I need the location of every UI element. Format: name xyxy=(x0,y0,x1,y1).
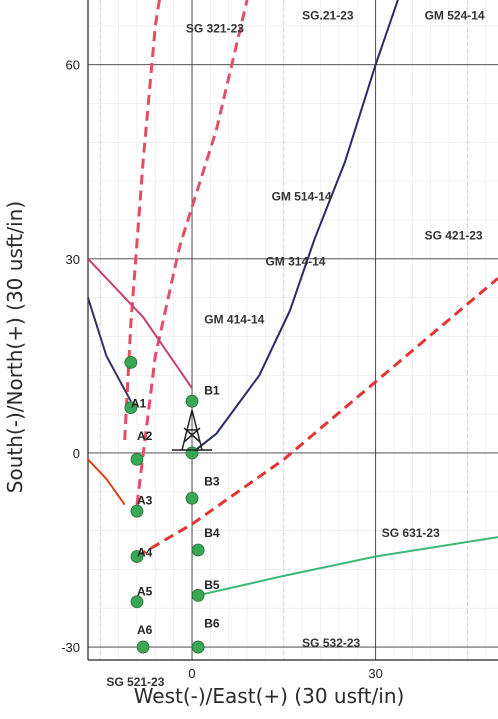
slot-label: A3 xyxy=(137,494,153,508)
slot-point xyxy=(185,394,199,408)
well-path xyxy=(191,0,399,454)
well-path xyxy=(87,458,126,506)
slot-point xyxy=(191,640,205,654)
well-path xyxy=(87,258,193,389)
slot-point xyxy=(185,491,199,505)
annotation-labels: GM 524-14 SG 321-23 SG 631-23 SG 521-23 SG.2… xyxy=(106,8,485,688)
well-path-label: SG 321-23 xyxy=(186,21,244,35)
slot-point xyxy=(136,640,150,654)
slot-label: A1 xyxy=(131,397,147,411)
rig-icon xyxy=(172,409,213,451)
well-path xyxy=(87,297,132,402)
slot-point xyxy=(191,588,205,602)
slot-point xyxy=(130,550,144,563)
slot-point xyxy=(130,504,144,518)
well-path-label: SG 521-23 xyxy=(106,675,164,689)
annotation-label: SG.21-23 xyxy=(302,8,354,22)
well-path xyxy=(197,536,498,597)
well-path xyxy=(135,0,249,505)
well-path-label: SG 631-23 xyxy=(382,526,440,540)
well-path xyxy=(136,277,498,558)
slot-point xyxy=(124,355,138,369)
x-tick-label: 0 xyxy=(188,666,195,681)
x-tick-label: 30 xyxy=(368,666,382,681)
annotation-label: GM 514-14 xyxy=(272,190,332,204)
y-axis-title: South(-)/North(+) (30 usft/in) xyxy=(3,200,27,494)
y-tick-label: 60 xyxy=(66,58,80,73)
major-grid xyxy=(88,0,498,660)
slot-label: A2 xyxy=(137,429,153,443)
slot-point xyxy=(124,401,138,415)
well-path-label: GM 524-14 xyxy=(425,8,485,22)
y-tick-label: 0 xyxy=(73,446,80,461)
y-tick-label: -30 xyxy=(61,640,80,655)
slot-point xyxy=(185,446,199,460)
slot-label: A5 xyxy=(137,584,153,598)
annotation-label: SG 421-23 xyxy=(425,228,483,242)
annotation-label: SG 532-23 xyxy=(302,636,360,650)
y-tick-label: 30 xyxy=(66,252,80,267)
slot-label: B5 xyxy=(204,578,220,592)
slot-label: A6 xyxy=(137,623,153,637)
slot-label: B3 xyxy=(204,474,220,488)
x-axis-title: West(-)/East(+) (30 usft/in) xyxy=(133,684,405,708)
tick-labels: -30 0 30 60 0 30 xyxy=(61,58,383,681)
slot-point xyxy=(191,543,205,557)
well-paths xyxy=(87,0,498,597)
annotation-label: GM 414-14 xyxy=(204,313,264,327)
slot-point xyxy=(130,595,144,609)
annotation-label: GM 314-14 xyxy=(265,254,325,268)
slot-label: B6 xyxy=(204,617,220,631)
rig-icon-path xyxy=(172,409,213,451)
well-path xyxy=(123,0,161,441)
slot-point xyxy=(130,453,144,466)
slot-label: B1 xyxy=(204,384,220,398)
slot-label: B4 xyxy=(204,526,220,540)
slot-label: A4 xyxy=(137,545,153,559)
